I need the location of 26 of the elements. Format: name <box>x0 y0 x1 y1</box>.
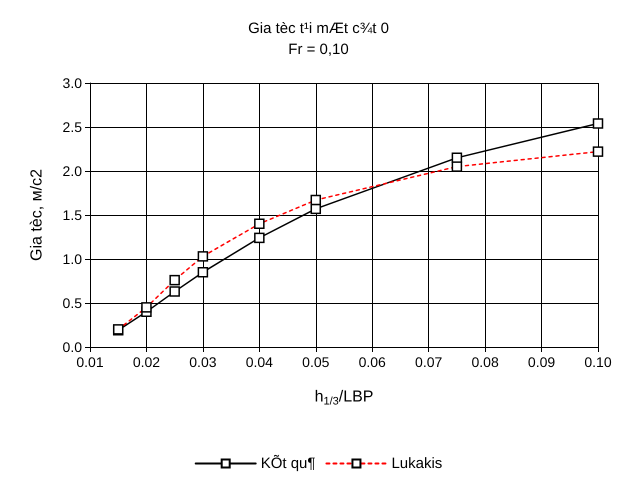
chart-subtitle: Fr = 0,10 <box>288 41 349 58</box>
y-axis-title: Gia tèc, м/c2 <box>28 168 46 261</box>
x-tick-label: 0.01 <box>76 354 104 370</box>
point <box>169 286 180 297</box>
x-tick-label: 0.07 <box>415 354 443 370</box>
point <box>592 118 604 129</box>
x-tick-label: 0.10 <box>584 354 612 370</box>
point <box>254 232 265 244</box>
x-tick-label: 0.09 <box>528 354 556 370</box>
y-tick-label: 0.5 <box>62 295 82 311</box>
y-tick-label: 1.5 <box>62 207 82 223</box>
x-tick-label: 0.04 <box>246 354 274 370</box>
y-tick-label: 3.0 <box>62 75 82 91</box>
y-tick-label: 0.0 <box>62 339 82 355</box>
point <box>198 266 208 278</box>
x-tick-label: 0.02 <box>132 354 160 370</box>
y-tick-label: 2.0 <box>62 163 82 179</box>
legend-label: KÕt qu¶ <box>260 454 316 472</box>
y-tick-label: 2.5 <box>62 119 82 135</box>
x-tick-label: 0.05 <box>302 354 330 370</box>
y-tick-label: 1.0 <box>62 251 82 267</box>
x-tick-label: 0.08 <box>471 354 499 370</box>
x-tick-label: 0.03 <box>189 354 217 370</box>
x-tick-label: 0.06 <box>358 354 386 370</box>
legend-label: Lukakis <box>391 455 442 472</box>
chart-title: Gia tèc t¹i mÆt c¾t 0 <box>248 20 389 37</box>
